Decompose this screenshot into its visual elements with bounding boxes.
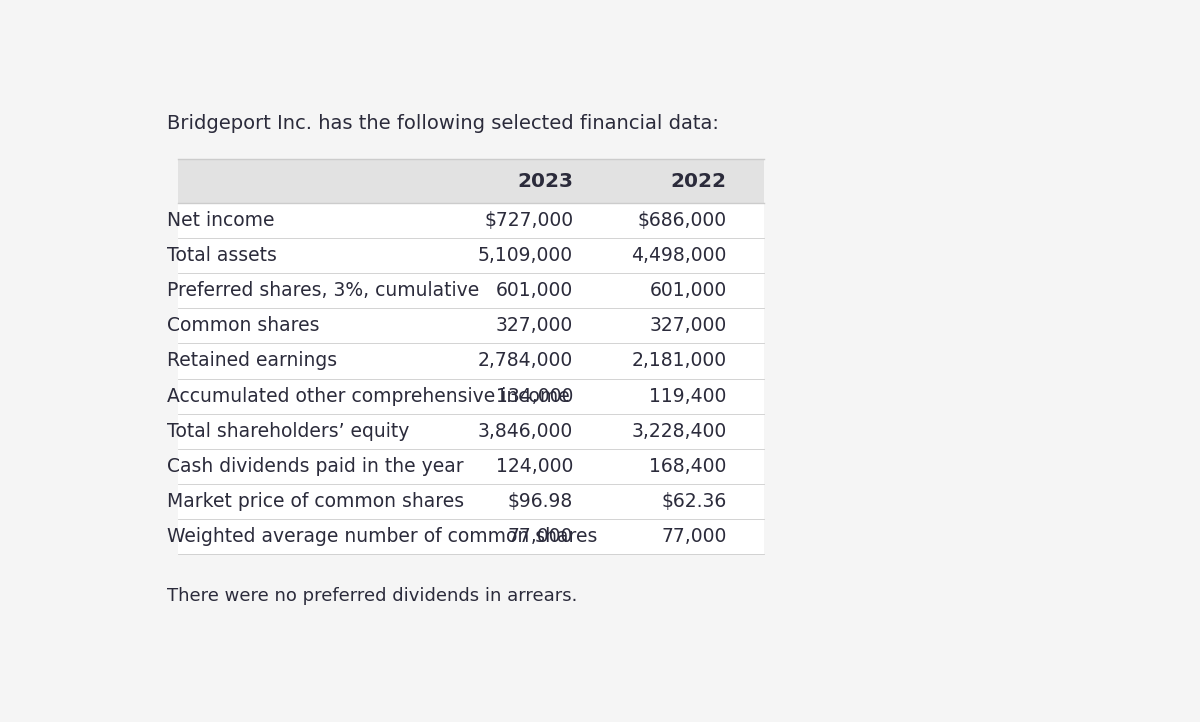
Text: There were no preferred dividends in arrears.: There were no preferred dividends in arr… <box>167 587 577 605</box>
Text: Retained earnings: Retained earnings <box>167 352 337 370</box>
Text: Total shareholders’ equity: Total shareholders’ equity <box>167 422 409 440</box>
Bar <box>178 308 763 344</box>
Text: 4,498,000: 4,498,000 <box>631 246 727 266</box>
Text: $62.36: $62.36 <box>661 492 727 510</box>
Bar <box>178 448 763 484</box>
Text: 601,000: 601,000 <box>496 282 574 300</box>
Text: 327,000: 327,000 <box>496 316 574 336</box>
Text: Accumulated other comprehensive income: Accumulated other comprehensive income <box>167 386 570 406</box>
Text: 119,400: 119,400 <box>649 386 727 406</box>
Bar <box>178 274 763 308</box>
Text: 77,000: 77,000 <box>661 526 727 546</box>
Text: Market price of common shares: Market price of common shares <box>167 492 464 510</box>
Text: $96.98: $96.98 <box>508 492 574 510</box>
Bar <box>178 484 763 518</box>
Bar <box>178 378 763 414</box>
Bar <box>178 518 763 554</box>
Text: 2,784,000: 2,784,000 <box>478 352 574 370</box>
Text: Preferred shares, 3%, cumulative: Preferred shares, 3%, cumulative <box>167 282 479 300</box>
Text: $686,000: $686,000 <box>637 212 727 230</box>
Text: 134,000: 134,000 <box>496 386 574 406</box>
Bar <box>178 159 763 204</box>
Bar <box>178 344 763 378</box>
Text: Bridgeport Inc. has the following selected financial data:: Bridgeport Inc. has the following select… <box>167 114 719 134</box>
Text: 2023: 2023 <box>517 172 574 191</box>
Text: 327,000: 327,000 <box>649 316 727 336</box>
Text: $727,000: $727,000 <box>484 212 574 230</box>
Bar <box>178 238 763 274</box>
Text: 2,181,000: 2,181,000 <box>631 352 727 370</box>
Text: 168,400: 168,400 <box>649 456 727 476</box>
Text: Cash dividends paid in the year: Cash dividends paid in the year <box>167 456 463 476</box>
Text: 77,000: 77,000 <box>508 526 574 546</box>
Text: Weighted average number of common shares: Weighted average number of common shares <box>167 526 598 546</box>
Text: 3,846,000: 3,846,000 <box>478 422 574 440</box>
Text: 2022: 2022 <box>671 172 727 191</box>
Bar <box>178 414 763 448</box>
Text: Common shares: Common shares <box>167 316 319 336</box>
Bar <box>178 204 763 238</box>
Text: Total assets: Total assets <box>167 246 277 266</box>
Text: 601,000: 601,000 <box>649 282 727 300</box>
Text: 124,000: 124,000 <box>496 456 574 476</box>
Text: 5,109,000: 5,109,000 <box>478 246 574 266</box>
Text: Net income: Net income <box>167 212 275 230</box>
Text: 3,228,400: 3,228,400 <box>631 422 727 440</box>
